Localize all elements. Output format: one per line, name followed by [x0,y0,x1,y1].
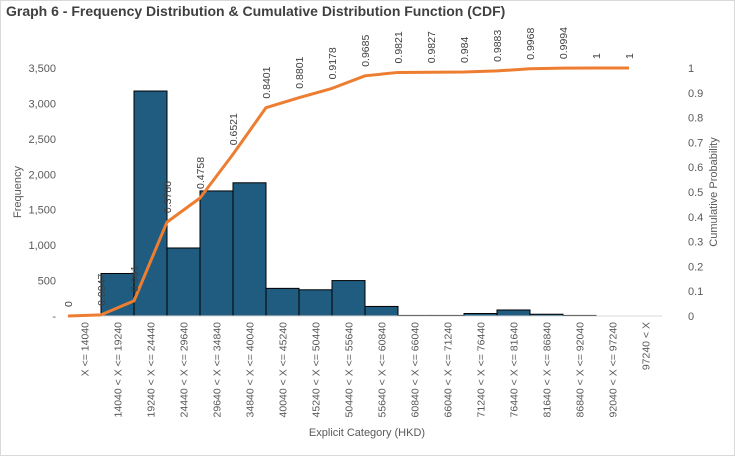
y-tick-label: 1,500 [28,205,56,217]
cdf-data-label: 0.9883 [492,30,504,62]
y-tick-label: 2,500 [28,134,56,146]
cdf-data-label: 0.0047 [96,274,108,306]
x-tick-label: 60840 < X <= 66040 [410,322,422,418]
cdf-data-label: 0.061 [129,265,141,291]
frequency-bar [331,280,366,317]
cdf-data-label: 0.9827 [426,31,438,63]
cdf-data-label: 0.4758 [195,157,207,189]
frequency-bar [166,247,201,317]
y2-tick-label: 0.7 [688,137,703,149]
x-tick-label: 34840 < X <= 40040 [245,322,257,418]
x-tick-label: 50440 < X <= 55640 [344,322,356,418]
x-tick-label: 66040 < X <= 71240 [443,322,455,418]
x-tick-label: 76440 < X <= 81640 [509,322,521,418]
y-tick-label: 2,000 [28,169,56,181]
cdf-data-label: 0.3786 [162,181,174,213]
x-tick-label: 14040 < X <= 19240 [113,322,125,418]
cdf-data-label: 0.9968 [525,28,537,60]
x-axis-title: Explicit Category (HKD) [309,427,425,439]
y2-tick-label: 0.4 [688,212,703,224]
cdf-data-label: 0.8801 [294,56,306,88]
y2-axis-title: Cumulative Probability [708,137,720,247]
cdf-data-label: 0.6521 [228,113,240,145]
frequency-bar [496,309,531,317]
x-tick-label: 86840 < X <= 92040 [575,322,587,418]
x-tick-label: 29640 < X <= 34840 [212,322,224,418]
y-tick-label: 500 [38,276,56,288]
y2-tick-label: 0.5 [688,187,703,199]
y2-tick-label: 0.9 [688,88,703,100]
frequency-bar [298,289,333,317]
chart-title: Graph 6 - Frequency Distribution & Cumul… [6,3,506,19]
x-tick-label: 40040 < X <= 45240 [278,322,290,418]
cdf-data-label: 0.9994 [558,27,570,59]
frequency-bar [364,305,399,317]
y-tick-label: 3,500 [28,63,56,75]
x-tick-label: 97240 < X [641,322,653,370]
x-tick-label: 19240 < X <= 24440 [146,322,158,418]
cdf-line [67,66,629,318]
cdf-data-label: 0.9821 [393,31,405,63]
frequency-bar [133,90,168,317]
x-tick-label: 24440 < X <= 29640 [179,322,191,418]
x-tick-label: 45240 < X <= 50440 [311,322,323,418]
y-tick-label: 3,000 [28,98,56,110]
y2-tick-label: 0.6 [688,162,703,174]
y-axis-title: Frequency [12,166,24,218]
cdf-data-label: 0.9178 [327,47,339,79]
x-tick-label: 81640 < X <= 86840 [542,322,554,418]
y2-tick-label: 0.8 [688,113,703,125]
x-tick-label: 92040 < X <= 97240 [608,322,620,418]
y2-tick-label: 0.3 [688,237,703,249]
y2-tick-label: 1 [688,63,694,75]
y-tick-label: 1,000 [28,240,56,252]
frequency-bar [265,287,300,317]
cdf-data-label: 0.8401 [261,66,273,98]
y2-tick-label: 0.1 [688,286,703,298]
x-tick-label: 55640 < X <= 60840 [377,322,389,418]
y-tick-label: - [52,311,56,323]
y2-tick-label: 0 [688,311,694,323]
frequency-bar [232,182,267,317]
cdf-data-label: 1 [591,53,603,59]
cdf-data-label: 0.984 [459,37,471,63]
cdf-data-label: 0.9685 [360,35,372,67]
frequency-bar [199,190,234,317]
cdf-data-label: 0 [63,301,75,307]
y2-tick-label: 0.2 [688,261,703,273]
x-tick-label: 71240 < X <= 76440 [476,322,488,418]
cdf-data-label: 1 [624,53,636,59]
x-tick-label: X <= 14040 [80,322,92,376]
